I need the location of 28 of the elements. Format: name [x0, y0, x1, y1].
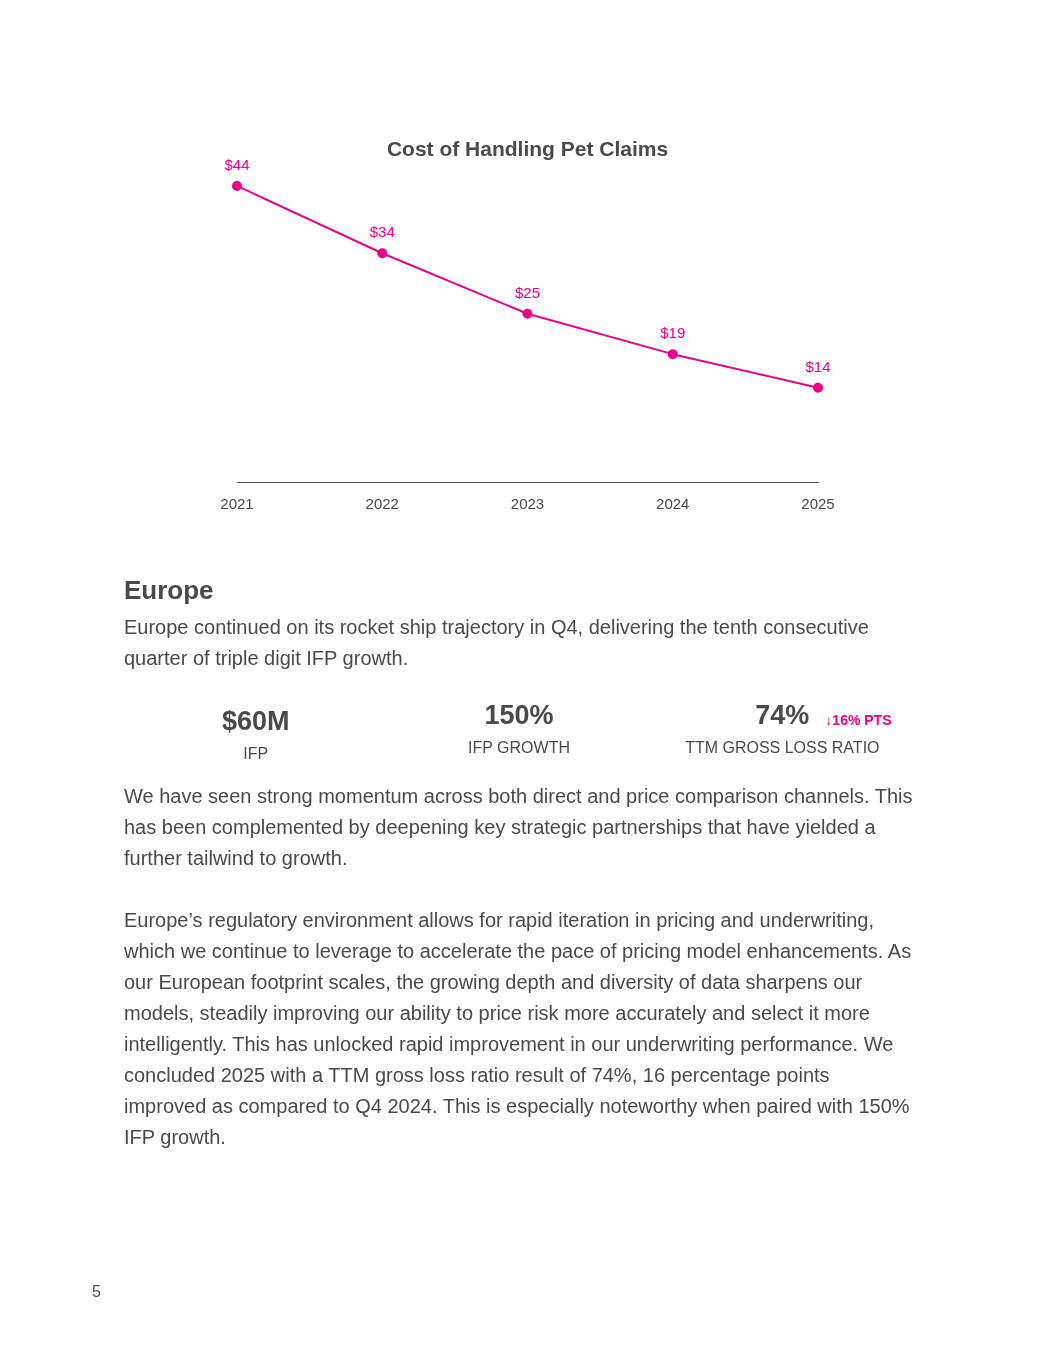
x-tick-label: 2025 — [801, 495, 835, 513]
point — [232, 180, 242, 191]
data-label: $25 — [514, 283, 541, 301]
category-label: IFP GROWTH — [467, 739, 571, 757]
text: Europe continued on its rocket ship trajectory in Q4, delivering the tenth consecutive quarter of triple digit IFP growth. — [124, 615, 870, 671]
x-tick-label: 2021 — [220, 495, 254, 513]
x-tick-label: 2024 — [656, 495, 690, 513]
text: $60M — [221, 706, 290, 736]
category-label: IFP — [242, 745, 270, 763]
point — [813, 382, 823, 393]
point — [667, 349, 678, 360]
text: ↓16% PTS — [825, 712, 892, 728]
x-tick-label: 2023 — [510, 495, 545, 513]
text: 150% — [484, 700, 554, 730]
text: 74% — [755, 700, 810, 730]
data-label: $14 — [805, 357, 831, 375]
x-tick-label: 2022 — [365, 495, 399, 513]
text: We have seen strong momentum across both direct and price comparison channels. This has been complemented by deepening key strategic partnerships that have yielded a further tailwind to growth. — [124, 784, 914, 871]
text: Europe’s regulatory environment allows for rapid iteration in pricing and underwriting, which we continue to leverage to accelerate the pace of pricing model enhancements. As our European footprint scales, the growing depth and diversity of data sharpens our models, steadily improving our ability to price risk more accurately and select it more intelligently. This has unlocked rapid improvement in our underwriting performance. We concluded 2025 with a TTM gross loss ratio result of 74%, 16 percentage points improved as compared to Q4 2024. This is especially noteworthy when paired with 150% IFP growth. — [124, 908, 913, 1150]
category-label: TTM GROSS LOSS RATIO — [684, 739, 881, 757]
text: 5 — [92, 1283, 101, 1301]
point — [377, 248, 388, 259]
point — [522, 308, 533, 319]
text: Europe — [124, 575, 215, 606]
chart-title: Cost of Handling Pet Claims — [386, 137, 669, 161]
data-label: $34 — [369, 223, 395, 241]
data-label: $44 — [224, 155, 250, 173]
data-label: $19 — [660, 324, 686, 342]
